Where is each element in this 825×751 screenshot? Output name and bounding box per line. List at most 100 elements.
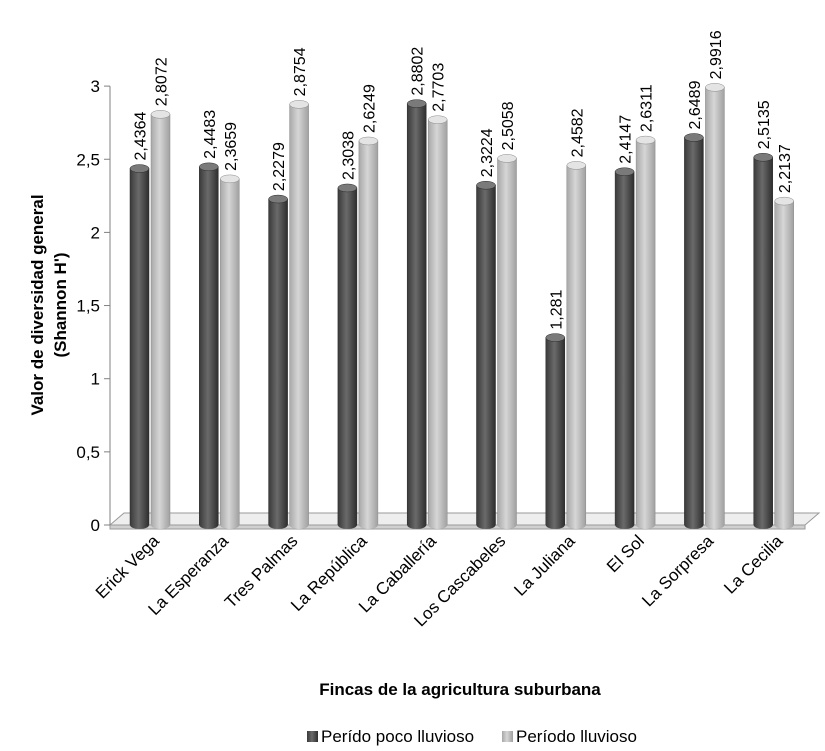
bar-base [130,521,149,529]
bar [705,87,725,526]
bar-base [753,521,773,529]
bar-base [545,521,565,529]
bars [129,83,794,529]
y-axis-title-line2: (Shannon H') [51,252,70,357]
bar [220,178,240,526]
bar-cap [129,164,150,173]
data-label: 2,4147 [618,115,635,164]
x-axis-title: Fincas de la agricultura suburbana [319,680,601,699]
bar-cap [406,99,427,108]
bar [406,103,427,526]
data-label: 2,7703 [431,63,448,112]
bar-cap [635,135,656,145]
data-label: 2,6489 [687,80,704,129]
bar-base [358,521,378,529]
bar-base [151,521,170,529]
bar [545,337,566,526]
bar-base [497,521,517,529]
bar-cap [268,194,288,204]
data-label: 1,281 [548,289,565,329]
bar-cap [774,196,794,206]
bar-base [268,521,288,529]
bar [774,200,794,526]
bar-cap [566,161,587,170]
category-label: Erick Vega [92,531,163,602]
data-label: 2,2279 [271,142,288,191]
bar-base [220,521,240,529]
bar [129,168,150,526]
y-tick-label: 3 [91,77,100,96]
bar-cap [476,180,496,190]
category-label: La Juliana [510,531,579,600]
y-tick-label: 1 [91,370,100,389]
bar [497,158,517,526]
bar-cap [220,174,240,184]
bar-base [428,521,448,529]
bar [289,104,309,526]
y-tick-label: 0,5 [76,443,100,462]
bar [199,166,219,526]
bar [268,198,288,526]
category-label: La Sorpresa [638,531,717,610]
bar [427,119,448,526]
data-label: 2,8802 [410,47,427,96]
bar-base [705,521,725,529]
data-label: 2,6249 [361,84,378,133]
legend-label-dry: Perído poco lluvioso [321,727,474,746]
bar-cap [427,115,448,124]
bar [358,140,379,526]
legend-swatch-dry [307,731,318,742]
bar-base [337,521,357,529]
data-label: 2,5135 [756,100,773,149]
bar-cap [705,83,725,92]
axes: 0 0,5 1 1,5 2 2,5 3 [76,77,111,535]
bar-base [684,521,704,529]
data-label: 2,9916 [708,30,725,79]
bar-cap [545,333,566,342]
bar [753,157,773,526]
bar [635,139,656,526]
data-label: 2,3659 [223,122,240,171]
legend-swatch-rainy [502,731,513,742]
data-label: 2,4364 [133,112,150,161]
y-tick-label: 2,5 [76,150,100,169]
bar-cap [753,153,773,162]
data-label: 2,4582 [569,108,586,157]
bar-base [476,521,496,529]
bar [684,137,704,526]
bar-cap [150,110,171,119]
bar [566,165,587,526]
legend-label-rainy: Período lluvioso [516,727,637,746]
bar-cap [289,100,309,109]
bar-base [636,521,656,529]
bar [150,114,171,526]
data-label: 2,8754 [292,47,309,96]
bar-base [407,521,427,529]
data-label: 2,4483 [202,110,219,159]
data-label: 2,5058 [500,101,517,150]
category-label: La Cecilia [720,531,787,598]
bar [337,187,358,526]
data-label: 2,6311 [639,84,656,132]
bar-cap [358,136,379,146]
bar-base [774,521,794,529]
category-label: El Sol [603,531,648,576]
y-tick-label: 0 [91,516,100,535]
y-tick-label: 2 [91,223,100,242]
data-label: 2,3038 [340,131,357,180]
y-tick-label: 1,5 [76,297,100,316]
bar-base [566,521,586,529]
bar-base [199,521,219,529]
y-axis-title-line1: Valor de diversidad general [28,194,47,415]
data-label: 2,2137 [777,144,794,193]
bar-cap [684,133,704,142]
data-label: 2,8072 [154,57,171,106]
bar-base [615,521,635,529]
bar-cap [497,154,517,163]
bar [614,171,635,526]
legend: Perído poco lluvioso Período lluvioso [307,727,637,746]
bar-base [289,521,309,529]
